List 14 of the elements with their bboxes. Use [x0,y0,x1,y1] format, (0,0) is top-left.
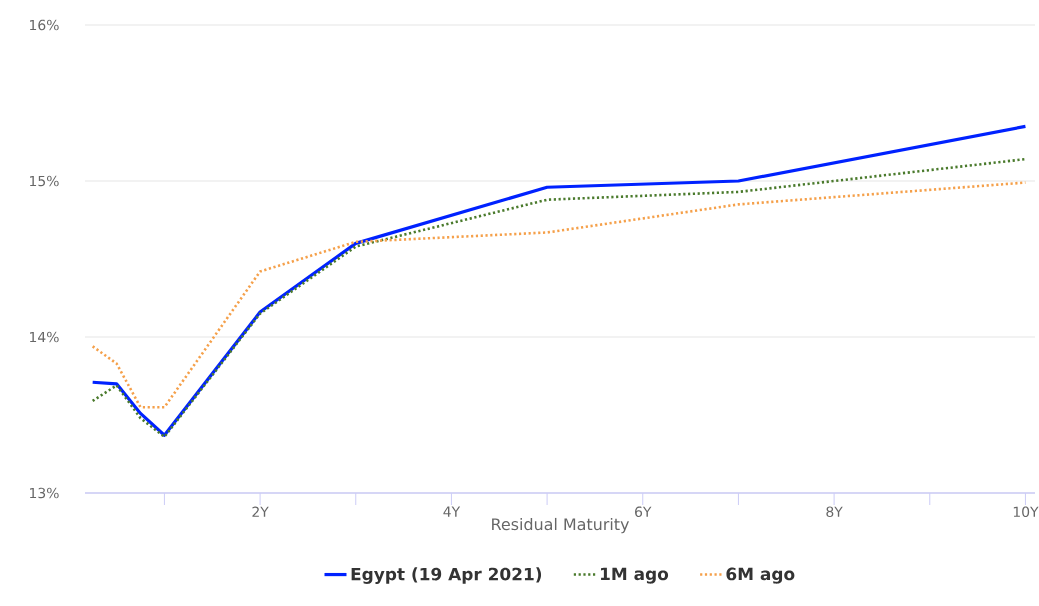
x-tick-label: 4Y [443,506,461,517]
y-tick-label: 16% [30,19,59,31]
x-tick-label: 2Y [252,506,269,517]
y-tick-label: 13% [30,487,59,499]
x-axis-title: Residual Maturity [492,517,629,534]
x-tick-label: 6Y [635,506,652,518]
legend-label: 1M ago [600,567,669,584]
line-series [91,181,1027,409]
legend-label: Egypt (19 Apr 2021) [351,567,542,584]
y-tick-label: 14% [30,331,59,343]
y-tick-label: 15% [30,175,59,187]
x-tick-label: 8Y [826,506,843,518]
legend-label: 6M ago [726,567,795,584]
x-tick-label: 10Y [1013,506,1039,518]
